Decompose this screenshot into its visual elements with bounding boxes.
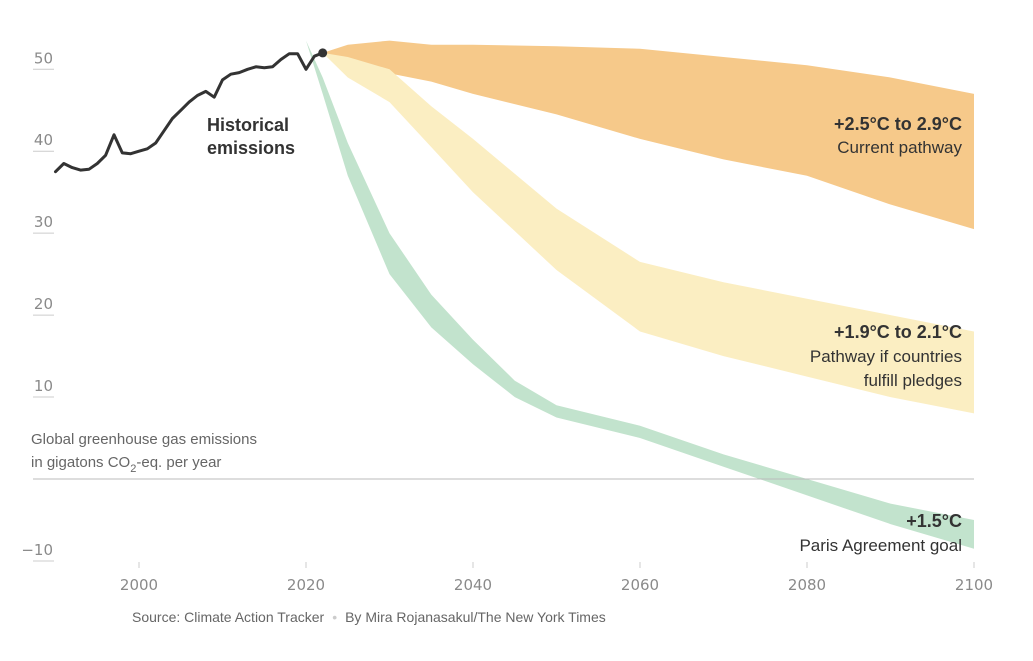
historical-endpoint-marker <box>318 48 328 58</box>
x-tick-label: 2100 <box>955 576 993 594</box>
series-label-pledges-name2: fulfill pledges <box>864 371 962 390</box>
emissions-chart: −10 10 20 30 40 50 2000 2020 2040 2060 2080 2100 H… <box>21 40 993 594</box>
y-tick-label: 50 <box>34 49 53 67</box>
x-tick: 2100 <box>955 562 993 594</box>
x-tick-label: 2040 <box>454 576 492 594</box>
x-tick: 2000 <box>120 562 158 594</box>
chart-footer: Source: Climate Action Tracker • By Mira R… <box>132 609 606 625</box>
current-pathway-band <box>322 40 974 230</box>
byline: By Mira Rojanasakul/The New York Times <box>345 609 606 625</box>
y-tick: 30 <box>33 213 54 234</box>
y-tick: −10 <box>21 541 54 562</box>
series-label-paris-range: +1.5°C <box>906 511 962 531</box>
historical-label-line1: Historical <box>207 115 289 135</box>
x-tick: 2020 <box>287 562 325 594</box>
x-tick-label: 2080 <box>788 576 826 594</box>
x-tick-label: 2000 <box>120 576 158 594</box>
y-tick-label: 20 <box>34 295 53 313</box>
x-tick: 2040 <box>454 562 492 594</box>
historical-emissions-line <box>54 51 325 174</box>
series-label-pledges-name1: Pathway if countries <box>810 347 962 366</box>
x-tick: 2080 <box>788 562 826 594</box>
y-tick-label: 10 <box>34 377 53 395</box>
historical-label-line2: emissions <box>207 138 295 158</box>
series-label-current-name: Current pathway <box>837 138 962 157</box>
x-tick: 2060 <box>621 562 659 594</box>
y-tick: 40 <box>33 131 54 152</box>
x-tick-label: 2020 <box>287 576 325 594</box>
y-tick: 50 <box>33 49 54 70</box>
y-tick-label: −10 <box>21 541 53 559</box>
series-label-current-range: +2.5°C to 2.9°C <box>834 114 962 134</box>
y-tick-label: 30 <box>34 213 53 231</box>
series-label-paris-name: Paris Agreement goal <box>799 536 962 555</box>
source-note: Source: Climate Action Tracker <box>132 609 325 625</box>
y-axis-title-line1: Global greenhouse gas emissions <box>31 431 257 448</box>
pledges-pathway-band <box>322 52 974 414</box>
y-axis-title-line2: in gigatons CO2-eq. per year <box>31 454 221 475</box>
x-tick-label: 2060 <box>621 576 659 594</box>
y-tick: 10 <box>33 377 54 398</box>
y-tick: 20 <box>33 295 54 316</box>
y-tick-label: 40 <box>34 131 53 149</box>
footer-separator: • <box>332 609 338 625</box>
series-label-pledges-range: +1.9°C to 2.1°C <box>834 322 962 342</box>
